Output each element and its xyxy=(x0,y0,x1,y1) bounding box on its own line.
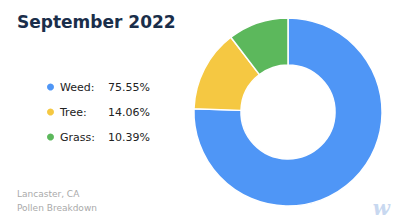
svg-text:September 2022: September 2022 xyxy=(17,12,176,32)
svg-text:14.06%: 14.06% xyxy=(108,106,150,119)
svg-text:Tree:: Tree: xyxy=(59,106,87,119)
svg-text:Pollen Breakdown: Pollen Breakdown xyxy=(17,203,97,213)
svg-text:Grass:: Grass: xyxy=(60,131,95,144)
svg-text:w: w xyxy=(373,196,391,220)
svg-text:Lancaster, CA: Lancaster, CA xyxy=(17,189,80,199)
svg-text:75.55%: 75.55% xyxy=(108,81,150,94)
svg-text:10.39%: 10.39% xyxy=(108,131,150,144)
svg-text:Weed:: Weed: xyxy=(60,81,94,94)
